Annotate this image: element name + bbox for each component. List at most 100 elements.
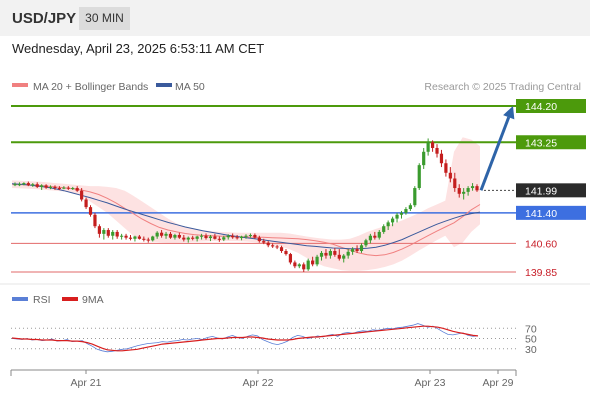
- candle-body: [168, 233, 173, 238]
- candle-body: [146, 239, 150, 241]
- candle: [306, 258, 310, 271]
- level-tag-141.40: 141.40: [516, 205, 586, 220]
- candle: [297, 263, 301, 269]
- candle-body: [351, 249, 355, 252]
- candle: [217, 236, 221, 242]
- bollinger-band-area: [12, 137, 480, 271]
- candle: [373, 231, 377, 240]
- candle-body: [120, 235, 124, 237]
- candle: [359, 243, 364, 253]
- candle-body: [319, 252, 324, 257]
- candle-body: [115, 231, 119, 237]
- candle-body: [53, 186, 57, 189]
- candle-body: [97, 226, 102, 234]
- candle-body: [151, 236, 155, 241]
- candle-body: [124, 235, 128, 238]
- candle-body: [195, 236, 199, 239]
- candle-body: [302, 264, 306, 270]
- forecast-arrow-head: [503, 106, 515, 120]
- candle-body: [395, 214, 399, 219]
- candle-body: [373, 235, 377, 238]
- candle-body: [75, 188, 79, 191]
- candle: [368, 233, 372, 244]
- ma20-legend-label: MA 20 + Bollinger Bands: [33, 81, 148, 93]
- candle: [102, 228, 106, 240]
- candle-body: [204, 235, 208, 239]
- x-axis-ticks: Apr 21 Apr 22 Apr 23 Apr 29: [71, 370, 514, 389]
- bollinger-band: [12, 137, 480, 271]
- candle: [48, 185, 53, 190]
- candle: [337, 249, 341, 261]
- candle: [430, 140, 435, 152]
- candle: [182, 234, 186, 242]
- candle-body: [80, 190, 84, 200]
- candle-body: [159, 232, 164, 236]
- candle: [71, 186, 75, 190]
- timeframe-button[interactable]: 30 MIN: [79, 7, 130, 30]
- candle: [120, 233, 124, 240]
- candle-body: [475, 186, 479, 191]
- candle: [413, 186, 417, 208]
- candle: [168, 231, 173, 239]
- candle: [279, 245, 284, 253]
- candle: [244, 234, 248, 239]
- candle: [439, 149, 444, 168]
- candle-body: [448, 172, 452, 179]
- candle: [177, 232, 181, 239]
- candle-body: [244, 235, 248, 237]
- level-tag-bg: [516, 183, 586, 198]
- candle-body: [462, 191, 466, 194]
- candle: [342, 254, 346, 263]
- candle-body: [315, 256, 319, 265]
- candle-body: [57, 188, 62, 190]
- candle-body: [128, 237, 133, 239]
- candle-body: [377, 231, 381, 238]
- candle-body: [390, 218, 395, 223]
- candle: [386, 220, 390, 231]
- candle-body: [430, 142, 435, 148]
- candle: [475, 184, 479, 192]
- candle-body: [413, 188, 417, 206]
- candle: [404, 207, 408, 215]
- candle: [346, 249, 350, 259]
- candle: [302, 262, 306, 272]
- level-tag-label: 139.85: [525, 267, 557, 279]
- candle: [288, 252, 293, 265]
- candle: [470, 183, 475, 191]
- candle-body: [408, 205, 412, 210]
- candle: [235, 234, 239, 240]
- candle-body: [213, 236, 217, 239]
- x-tick-label: Apr 21: [71, 377, 102, 389]
- candle: [262, 238, 266, 245]
- candle: [457, 184, 461, 198]
- candle-body: [333, 251, 337, 255]
- candle: [444, 159, 448, 177]
- candle: [155, 231, 159, 239]
- candle: [426, 138, 430, 156]
- candle-body: [399, 212, 404, 215]
- candle: [164, 231, 168, 239]
- rsi-tick-30: 30: [525, 344, 537, 356]
- candle: [382, 224, 386, 234]
- candle-body: [239, 236, 244, 239]
- rsi-legend-swatch: [12, 297, 28, 301]
- candle-body: [404, 209, 408, 213]
- candle: [44, 184, 48, 189]
- candle: [328, 249, 333, 259]
- candle: [333, 247, 337, 257]
- candle-body: [355, 249, 359, 252]
- candle: [239, 235, 244, 241]
- candle-body: [453, 178, 457, 189]
- candle-body: [106, 230, 110, 236]
- candle-body: [253, 234, 257, 238]
- candle-body: [279, 247, 284, 252]
- candle-body: [359, 245, 364, 252]
- level-tag-144.20: 144.20: [516, 99, 586, 113]
- candle-body: [66, 187, 70, 189]
- candle: [435, 144, 439, 158]
- candle-body: [217, 238, 221, 240]
- level-tags: 144.20 143.25 141.99 141.40 140.60 139.85: [516, 99, 586, 279]
- candle-body: [457, 188, 461, 194]
- candle: [213, 233, 217, 240]
- candle-body: [386, 222, 390, 227]
